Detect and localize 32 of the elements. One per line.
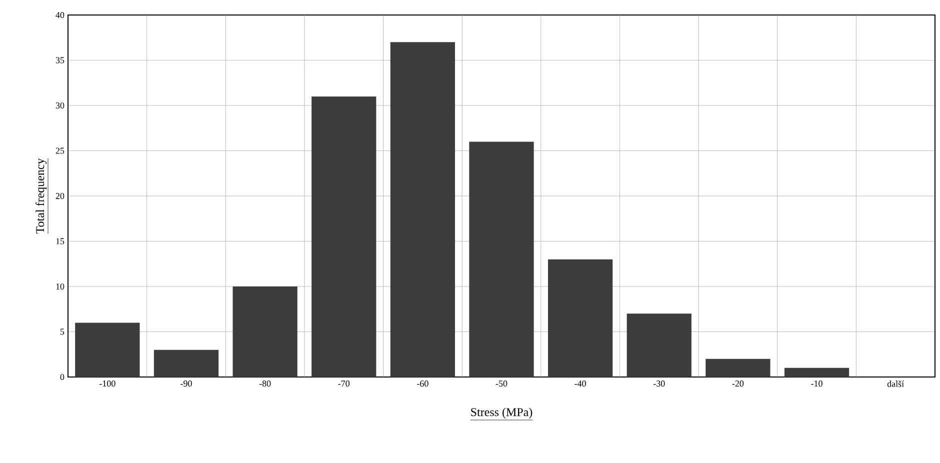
y-tick-label: 35 <box>56 57 64 64</box>
y-tick-label: 30 <box>56 102 64 109</box>
y-tick-label: 20 <box>56 192 64 200</box>
x-tick-label: -70 <box>338 380 350 387</box>
x-tick-label: -20 <box>732 380 744 387</box>
bar <box>706 358 770 377</box>
bar <box>154 350 219 377</box>
y-tick-label: 25 <box>56 148 64 154</box>
bar <box>784 368 850 377</box>
x-tick-label: -50 <box>496 380 508 387</box>
x-tick-label: -10 <box>811 380 822 387</box>
bar <box>232 286 298 377</box>
x-tick-label: -90 <box>180 380 192 387</box>
bar <box>390 42 455 377</box>
bar <box>469 142 534 377</box>
x-tick-label: -40 <box>574 380 586 387</box>
x-tick-label: -30 <box>653 380 665 387</box>
y-tick-label: 0 <box>60 374 64 380</box>
y-tick-label: 5 <box>60 328 64 335</box>
bar <box>312 96 376 377</box>
y-tick-label: 10 <box>56 283 64 290</box>
x-tick-label: další <box>887 380 904 387</box>
x-tick-label: -60 <box>417 380 428 387</box>
bar <box>626 314 692 377</box>
x-axis-title: Stress (MPa) <box>471 408 532 419</box>
y-tick-label: 40 <box>56 12 64 18</box>
bar <box>548 259 613 377</box>
y-axis-title: Total frequency <box>36 158 47 234</box>
x-tick-label: -100 <box>100 380 116 387</box>
y-tick-label: 15 <box>56 238 64 244</box>
x-tick-label: -80 <box>259 380 271 387</box>
bar <box>75 322 140 377</box>
